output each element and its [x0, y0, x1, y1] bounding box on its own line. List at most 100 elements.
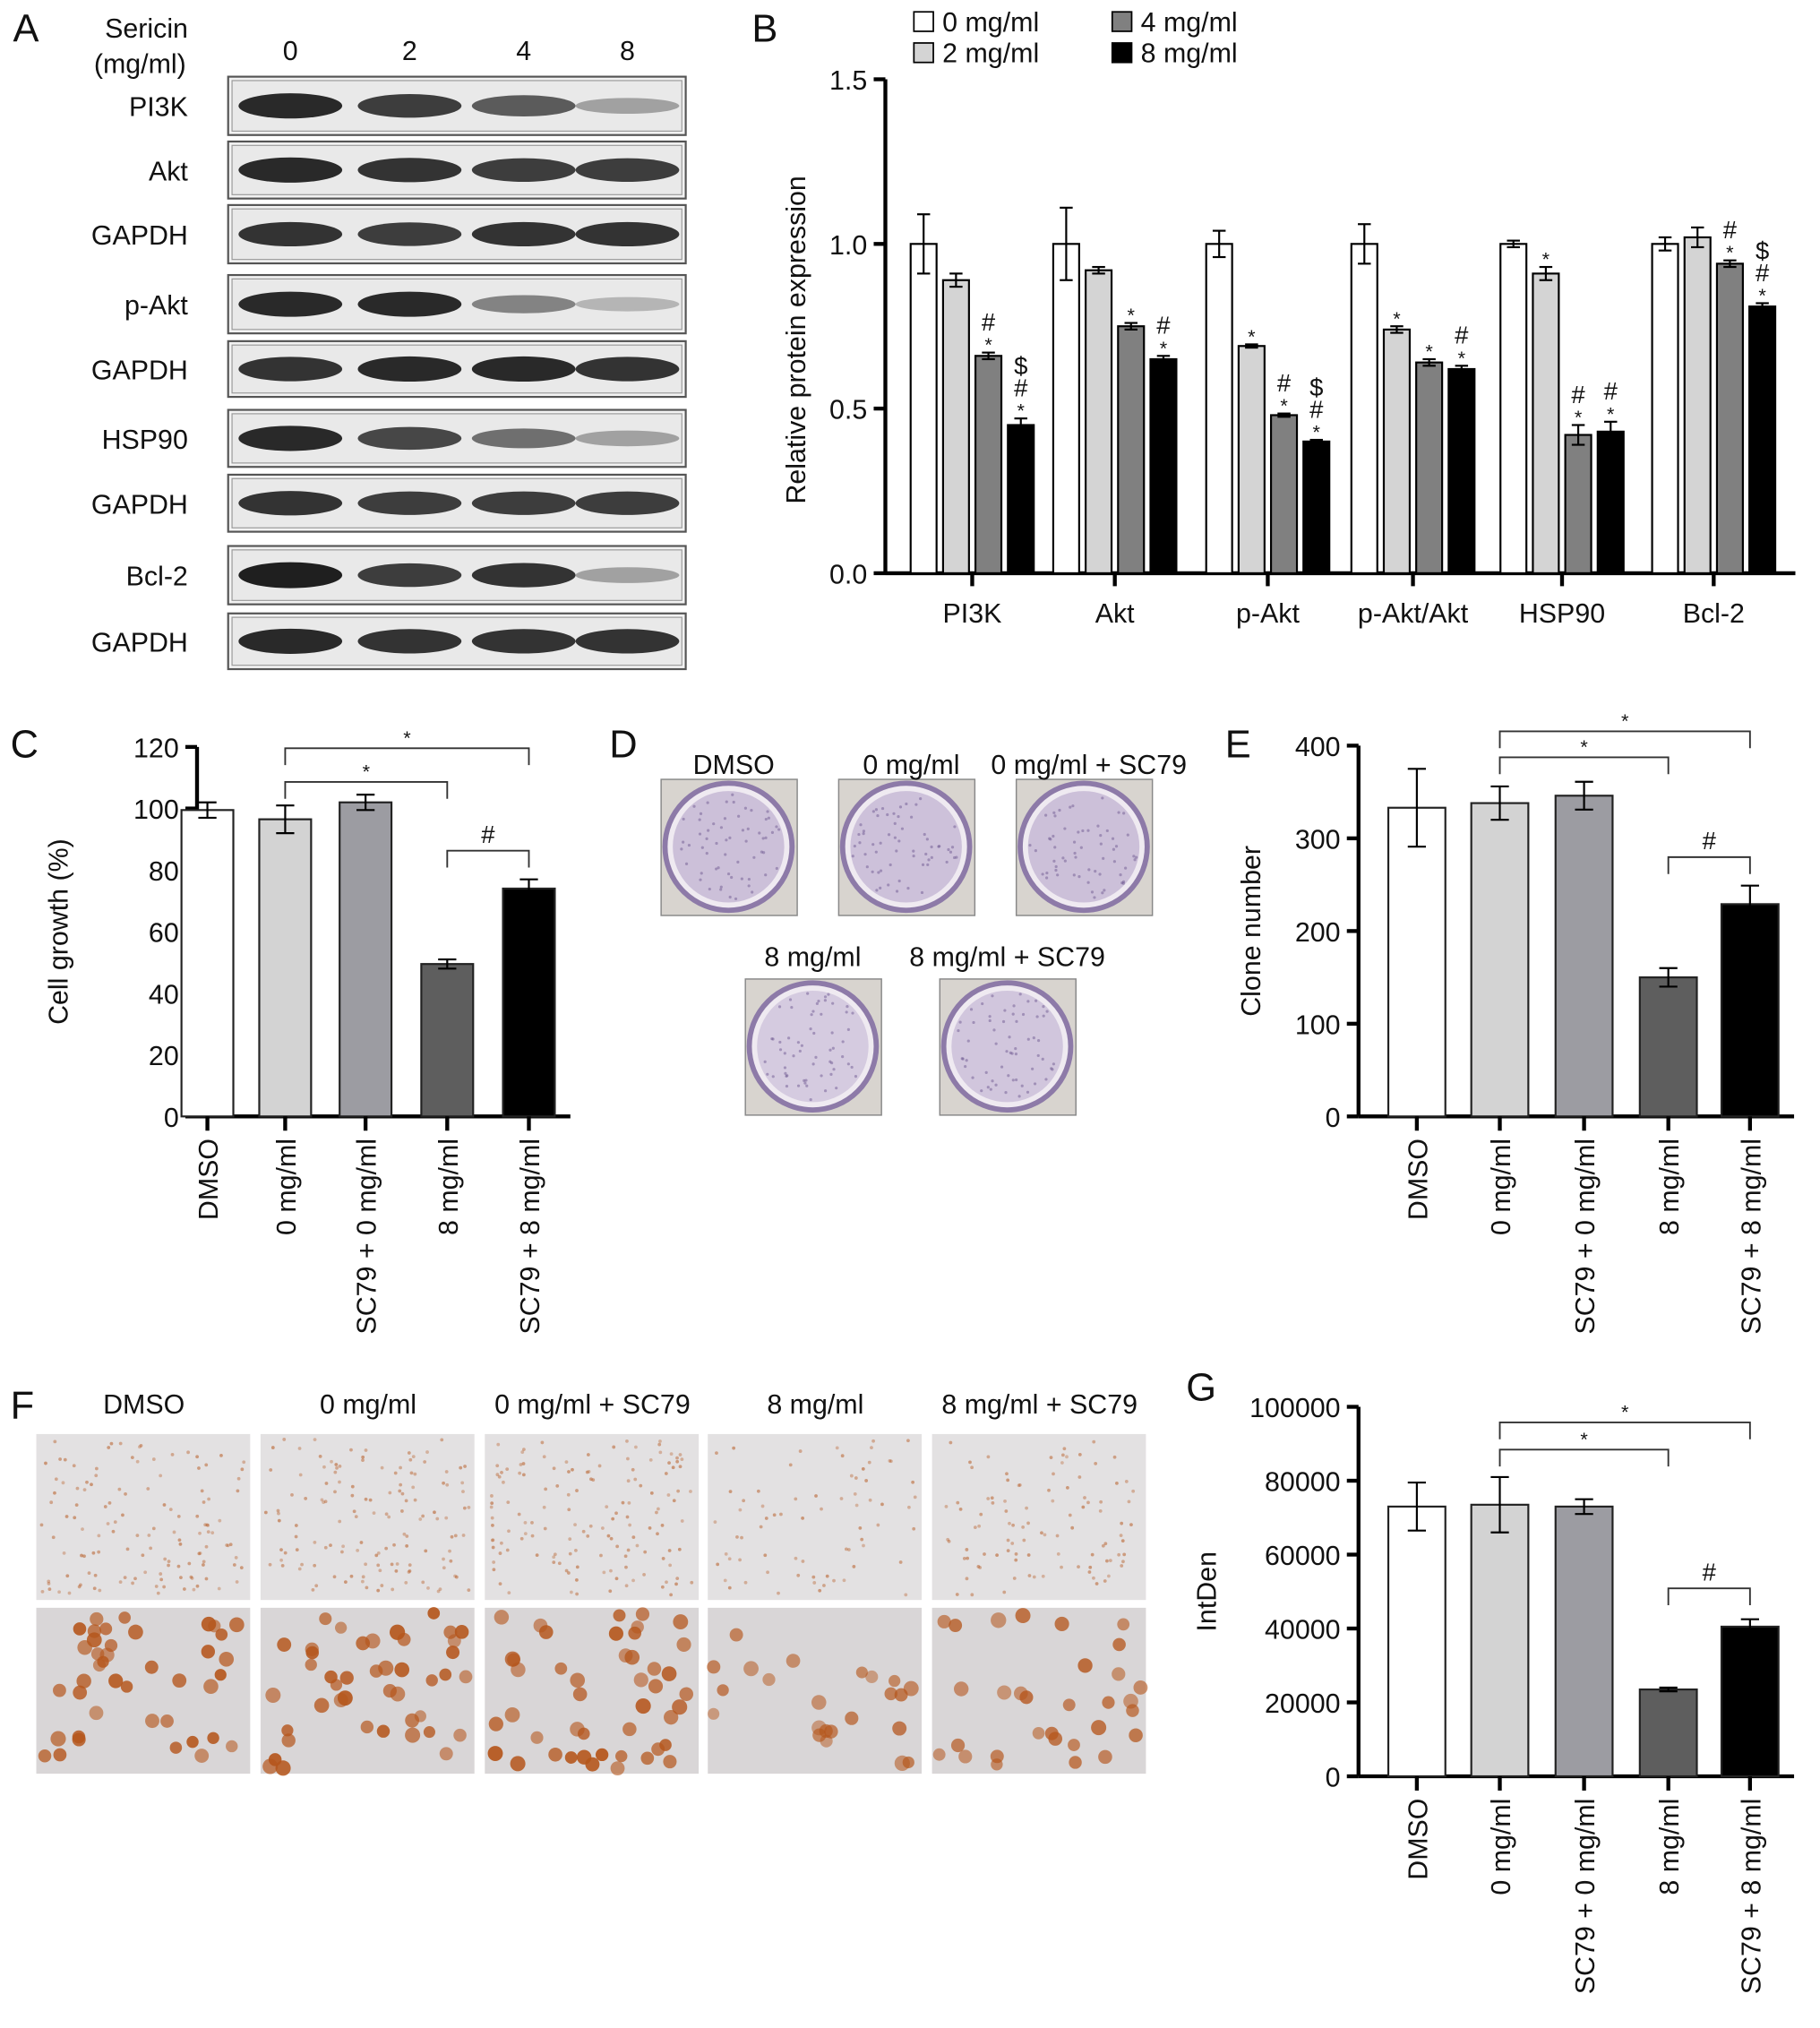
bracket-line [1498, 730, 1751, 749]
colony [811, 1062, 815, 1066]
stained-cell [520, 1450, 525, 1455]
stained-cell [89, 1706, 104, 1721]
stained-cell [156, 1591, 160, 1595]
colony [758, 831, 761, 835]
colony [828, 1048, 832, 1052]
stained-cell [664, 1710, 679, 1725]
colony [1058, 808, 1061, 812]
stained-cell [51, 1535, 56, 1540]
y-tick-label: 40 [149, 979, 179, 1010]
stained-cell [835, 1446, 839, 1450]
colony [1015, 1019, 1018, 1023]
dish-rim [839, 780, 973, 914]
y-tick-label: 100 [133, 795, 179, 825]
colony [680, 847, 683, 851]
stained-cell [572, 1687, 588, 1702]
stained-cell [1112, 1637, 1126, 1652]
y-tick-label: 80 [149, 856, 179, 887]
colony [747, 884, 751, 888]
stained-cell [313, 1541, 317, 1544]
stained-cell [1043, 1533, 1047, 1537]
x-tick-label: 0 mg/ml [271, 1139, 302, 1235]
stained-cell [202, 1500, 206, 1504]
colony [947, 847, 950, 852]
stained-cell [944, 1505, 949, 1508]
y-tick-label: 0.5 [829, 395, 867, 425]
stained-cell [75, 1486, 80, 1491]
legend-item: 8 mg/ml [1111, 39, 1238, 69]
blot-band [238, 291, 343, 317]
significance-mark: * [1248, 325, 1256, 348]
colony [823, 999, 827, 1002]
colony [1033, 1082, 1037, 1086]
stained-cell [108, 1673, 124, 1689]
stained-cell [90, 1611, 104, 1627]
stained-cell [868, 1498, 872, 1502]
stained-cell [732, 1446, 736, 1450]
stained-cell [507, 1591, 511, 1595]
stained-cell [189, 1575, 193, 1579]
stained-cell [384, 1546, 389, 1551]
colony [893, 821, 897, 825]
bar [1386, 1505, 1447, 1778]
stained-cell [442, 1557, 445, 1561]
stained-cell [159, 1572, 163, 1576]
stained-cell [548, 1747, 562, 1762]
stained-cell [1077, 1452, 1082, 1457]
stained-cell [93, 1573, 98, 1577]
stained-cell [339, 1671, 354, 1685]
stained-cell [297, 1447, 302, 1450]
stained-cell [151, 1457, 156, 1461]
blot-band [357, 491, 462, 515]
stained-cell [854, 1476, 858, 1480]
stained-cell [277, 1511, 280, 1516]
y-tick-label: 0 [164, 1103, 179, 1133]
colony [949, 850, 953, 854]
colony [767, 816, 770, 820]
stained-cell [569, 1590, 573, 1594]
colony [752, 855, 756, 859]
colony [984, 1070, 988, 1074]
stained-cell [39, 1523, 44, 1527]
stained-cell [281, 1733, 296, 1748]
colony [871, 810, 875, 813]
significance-mark: * [1575, 406, 1583, 428]
x-tick-label: SC79 + 0 mg/ml [1570, 1139, 1601, 1335]
colony [1117, 811, 1120, 814]
colony-dish [1015, 778, 1154, 916]
stained-cell [855, 1666, 868, 1679]
stained-cell [73, 1685, 88, 1700]
blot-band [471, 491, 576, 515]
stained-cell [635, 1543, 640, 1548]
bar [420, 963, 475, 1118]
significance-mark: * [1312, 421, 1320, 443]
colony [1103, 889, 1106, 892]
colony [981, 1001, 984, 1006]
stained-cell [510, 1756, 526, 1772]
colony [1056, 873, 1060, 877]
stained-cell [567, 1470, 571, 1474]
stained-cell [333, 1470, 338, 1474]
colony [700, 872, 703, 875]
colony [699, 878, 702, 881]
stained-cell [625, 1439, 629, 1443]
y-tick-label: 300 [1295, 824, 1341, 855]
colony [783, 1066, 787, 1070]
x-tick-label: 8 mg/ml [1654, 1799, 1685, 1895]
stained-cell [1115, 1482, 1119, 1485]
stained-cell [853, 1491, 857, 1496]
stained-cell [794, 1556, 798, 1560]
stained-cell [1091, 1720, 1107, 1736]
stained-cell [742, 1499, 746, 1503]
stained-cell [200, 1489, 204, 1493]
colony [1073, 851, 1077, 855]
colony [830, 1031, 834, 1035]
colony [1053, 814, 1057, 818]
stained-cell [574, 1549, 578, 1552]
stained-cell [555, 1483, 560, 1488]
stained-cell [587, 1470, 591, 1474]
stained-cell [172, 1530, 176, 1534]
colony [859, 823, 863, 827]
bar [1638, 976, 1698, 1118]
